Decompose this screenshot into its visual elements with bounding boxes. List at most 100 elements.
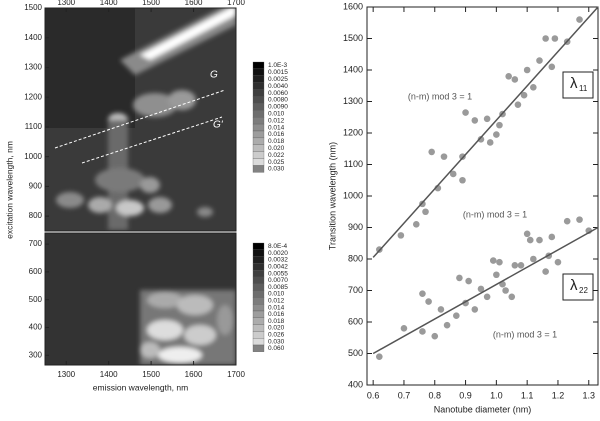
- colorbar-label: 0.014: [268, 124, 285, 131]
- colorbar-swatch: [252, 165, 265, 173]
- colorbar-label: 0.0070: [268, 277, 288, 284]
- colorbar-swatch: [252, 283, 265, 291]
- data-point: [440, 153, 448, 160]
- data-point: [563, 217, 571, 225]
- x-tick-label: 0.6: [367, 390, 380, 400]
- data-point: [483, 293, 491, 301]
- box-symbol: λ: [570, 277, 578, 294]
- y-tick-label: 900: [348, 222, 363, 232]
- y-tick-label: 1300: [24, 63, 42, 72]
- y-tick-label: 1200: [343, 127, 363, 137]
- x-tick-label: 1400: [100, 0, 118, 7]
- data-point: [456, 274, 463, 282]
- x-tick-label: 1700: [227, 370, 245, 379]
- x-tick-label: 0.7: [398, 390, 411, 400]
- data-point: [548, 233, 556, 241]
- plot-frame: [44, 232, 237, 366]
- y-tick-label: 1000: [24, 152, 42, 161]
- data-point: [462, 109, 469, 116]
- annotation: G': [213, 120, 224, 131]
- data-point: [523, 230, 531, 238]
- colorbar-label: 0.018: [268, 138, 285, 145]
- colorbar-swatch: [252, 151, 265, 159]
- y-tick-label: 400: [348, 379, 363, 389]
- fit-line: [372, 226, 599, 355]
- plot-frame: [44, 7, 237, 232]
- data-point: [437, 306, 445, 313]
- y-tick-label: 500: [348, 348, 363, 358]
- data-point: [502, 287, 509, 294]
- data-point: [493, 131, 500, 138]
- data-point: [523, 66, 531, 74]
- colorbar-label: 0.012: [268, 117, 285, 124]
- y-tick-label: 800: [29, 211, 43, 220]
- colorbar-label: 0.014: [268, 304, 285, 311]
- x-axis-label: emission wavelength, nm: [93, 382, 188, 392]
- y-tick-label: 900: [29, 182, 43, 191]
- colorbar-swatch: [252, 110, 265, 118]
- colorbar-label: 0.020: [268, 145, 285, 152]
- data-point: [542, 35, 549, 42]
- data-point: [422, 208, 429, 216]
- data-point: [471, 306, 479, 313]
- data-point: [551, 35, 559, 42]
- x-tick-label: 0.8: [429, 390, 442, 400]
- data-point: [419, 290, 426, 297]
- colorbar-swatch: [252, 256, 265, 264]
- colorbar-swatch: [252, 344, 265, 352]
- y-tick-label: 1600: [343, 1, 363, 11]
- data-point: [505, 73, 512, 80]
- colorbar-label: 0.010: [268, 110, 285, 117]
- x-tick-label: 1500: [142, 370, 160, 379]
- y-tick-label: 600: [29, 267, 43, 276]
- y-tick-label: 1300: [343, 96, 363, 106]
- x-tick-label: 1.0: [490, 390, 503, 400]
- colorbar-label: 0.0080: [268, 97, 288, 104]
- colorbar-label: 0.0042: [268, 264, 288, 271]
- x-tick-label: 1.3: [583, 390, 596, 400]
- colorbar-label: 8.0E-4: [268, 243, 288, 250]
- data-point: [465, 277, 472, 285]
- colorbar-swatch: [252, 263, 265, 271]
- colorbar-label: 0.0060: [268, 90, 288, 97]
- fit-line: [372, 6, 599, 258]
- colorbar-swatch: [252, 304, 265, 312]
- x-tick-label: 1700: [227, 0, 245, 7]
- colorbar-label: 0.020: [268, 325, 285, 332]
- y-tick-label: 1200: [24, 92, 42, 101]
- data-point: [431, 332, 439, 340]
- data-point: [514, 101, 522, 108]
- data-point: [530, 255, 537, 263]
- data-point: [548, 63, 556, 71]
- box-subscript: 22: [579, 286, 588, 295]
- colorbar-label: 0.0085: [268, 284, 288, 291]
- colorbar-swatch: [252, 317, 265, 325]
- colorbar-swatch: [252, 338, 265, 346]
- contour-map-top: [45, 8, 236, 231]
- y-tick-label: 300: [29, 350, 43, 359]
- data-point: [486, 139, 494, 146]
- data-point: [397, 232, 405, 239]
- colorbar-label: 0.0025: [268, 76, 288, 83]
- label-box: [562, 273, 594, 301]
- y-tick-label: 1100: [344, 159, 363, 169]
- colorbar-label: 0.0020: [268, 250, 288, 257]
- y-tick-label: 700: [29, 239, 43, 248]
- colorbar-swatch: [252, 276, 265, 284]
- colorbar-label: 0.026: [268, 332, 285, 339]
- colorbar-label: 0.0055: [268, 270, 288, 277]
- y-tick-label: 1400: [343, 64, 363, 74]
- colorbar-swatch: [252, 96, 265, 104]
- data-point: [400, 325, 408, 332]
- annotation: (n-m) mod 3 = 1: [408, 91, 472, 101]
- colorbar-label: 0.030: [268, 166, 285, 173]
- x-tick-label: 1500: [142, 0, 160, 7]
- data-point: [526, 236, 534, 244]
- data-point: [425, 298, 432, 305]
- data-point: [419, 328, 426, 335]
- data-point: [536, 57, 543, 64]
- colorbar-label: 0.025: [268, 159, 285, 166]
- colorbar-label: 0.016: [268, 131, 285, 138]
- colorbar-label: 0.0015: [268, 69, 288, 76]
